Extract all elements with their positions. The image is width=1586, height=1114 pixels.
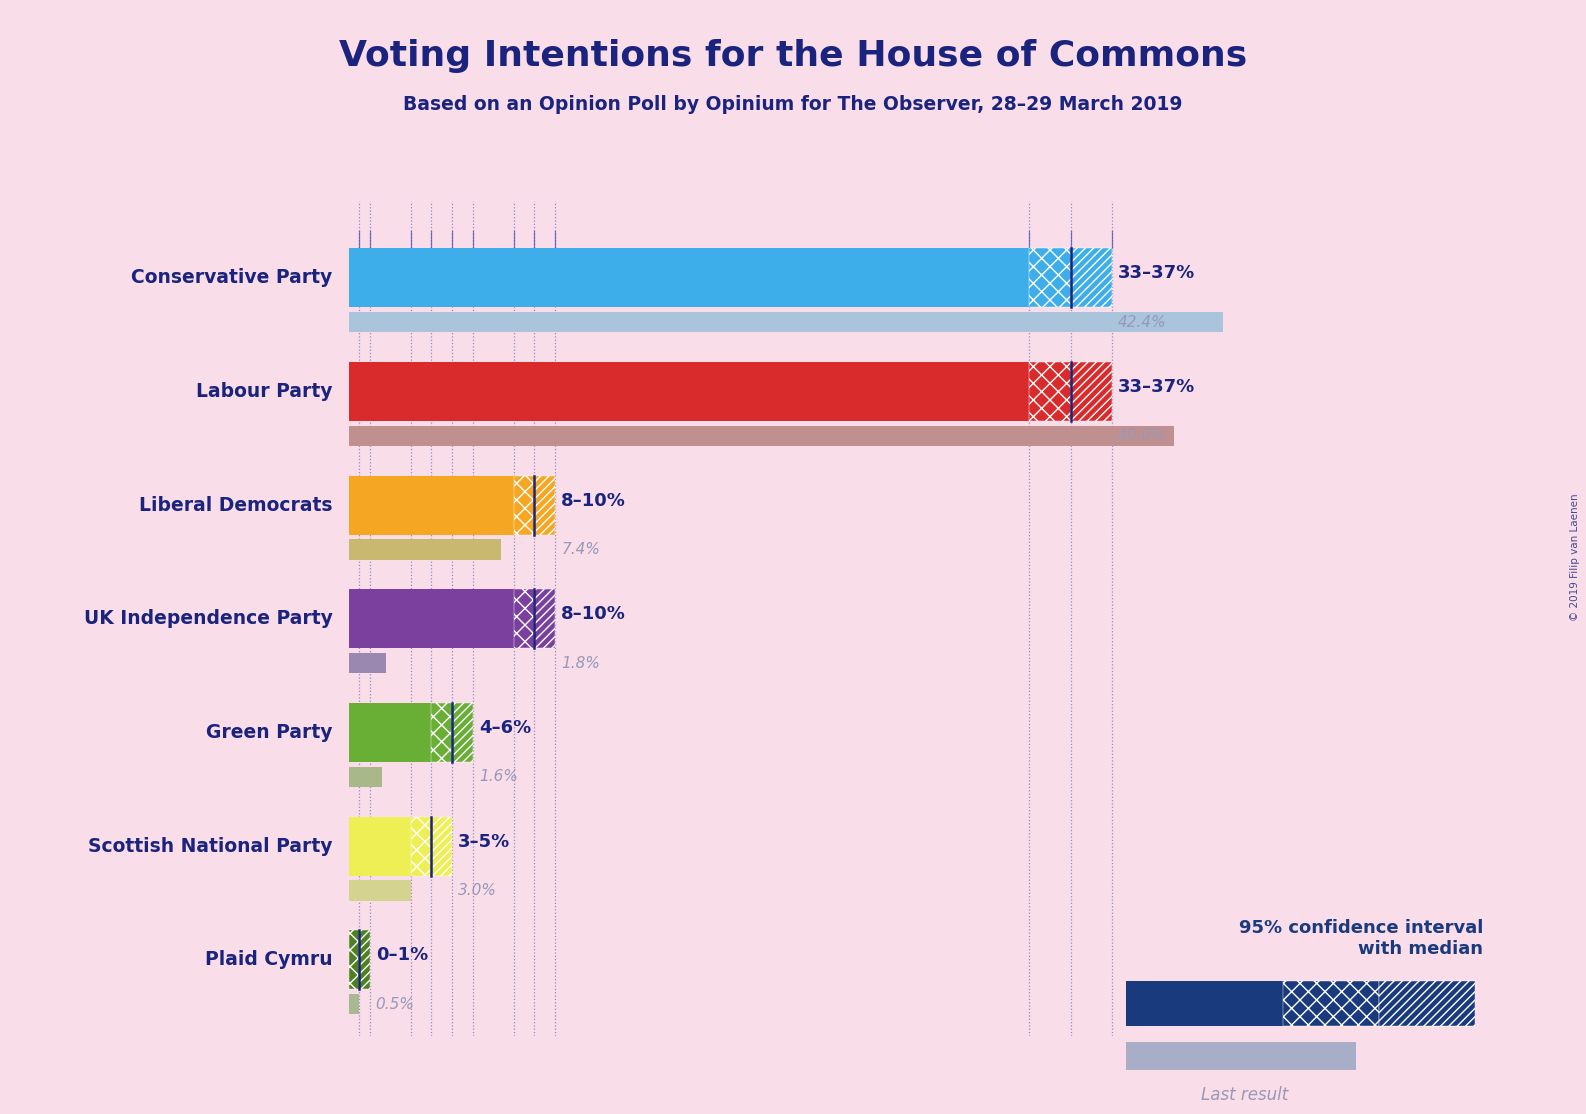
Bar xyxy=(431,817,452,876)
Text: 3–5%: 3–5% xyxy=(458,832,511,851)
Text: Liberal Democrats: Liberal Democrats xyxy=(140,496,333,515)
Text: 8–10%: 8–10% xyxy=(561,605,626,624)
Text: 40.0%: 40.0% xyxy=(1118,428,1167,443)
Bar xyxy=(514,589,534,648)
Text: 42.4%: 42.4% xyxy=(1118,314,1167,330)
Bar xyxy=(514,476,534,535)
Bar xyxy=(349,539,501,559)
Text: 8–10%: 8–10% xyxy=(561,491,626,509)
Text: 33–37%: 33–37% xyxy=(1118,264,1196,282)
Text: 3.0%: 3.0% xyxy=(458,883,496,898)
Text: 4–6%: 4–6% xyxy=(479,719,531,737)
Bar xyxy=(534,476,555,535)
Bar xyxy=(349,426,1174,446)
Bar xyxy=(431,703,452,762)
Text: Conservative Party: Conservative Party xyxy=(132,268,333,287)
Bar xyxy=(349,703,431,762)
Text: 0–1%: 0–1% xyxy=(376,946,428,965)
Text: 1.8%: 1.8% xyxy=(561,656,600,671)
Text: Scottish National Party: Scottish National Party xyxy=(87,837,333,856)
Text: 95% confidence interval
with median: 95% confidence interval with median xyxy=(1239,919,1483,958)
Text: Green Party: Green Party xyxy=(206,723,333,742)
Bar xyxy=(349,817,411,876)
Bar xyxy=(452,703,473,762)
Bar xyxy=(349,880,411,901)
Bar xyxy=(349,476,514,535)
Bar xyxy=(349,248,1029,307)
Bar xyxy=(1071,248,1112,307)
Bar xyxy=(1029,362,1071,421)
Bar xyxy=(1029,248,1071,307)
Text: UK Independence Party: UK Independence Party xyxy=(84,609,333,628)
Bar xyxy=(1126,981,1283,1026)
Bar xyxy=(349,312,1223,332)
Bar xyxy=(349,766,382,788)
Text: 7.4%: 7.4% xyxy=(561,543,600,557)
Text: 0.5%: 0.5% xyxy=(376,997,414,1012)
Bar xyxy=(1071,362,1112,421)
Bar xyxy=(349,994,360,1015)
Bar xyxy=(349,589,514,648)
Bar xyxy=(360,930,370,989)
Bar xyxy=(534,589,555,648)
Text: Last result: Last result xyxy=(1201,1086,1289,1104)
Text: Based on an Opinion Poll by Opinium for The Observer, 28–29 March 2019: Based on an Opinion Poll by Opinium for … xyxy=(403,95,1183,114)
Text: 33–37%: 33–37% xyxy=(1118,378,1196,395)
Bar xyxy=(349,362,1029,421)
Text: Voting Intentions for the House of Commons: Voting Intentions for the House of Commo… xyxy=(339,39,1247,74)
Bar xyxy=(1283,981,1378,1026)
Bar xyxy=(1378,981,1475,1026)
Text: 1.6%: 1.6% xyxy=(479,770,517,784)
Text: Labour Party: Labour Party xyxy=(197,382,333,401)
Bar xyxy=(1126,1042,1356,1071)
Text: Plaid Cymru: Plaid Cymru xyxy=(205,950,333,969)
Bar xyxy=(349,930,360,989)
Text: © 2019 Filip van Laenen: © 2019 Filip van Laenen xyxy=(1570,494,1580,620)
Bar xyxy=(411,817,431,876)
Bar xyxy=(349,653,385,673)
